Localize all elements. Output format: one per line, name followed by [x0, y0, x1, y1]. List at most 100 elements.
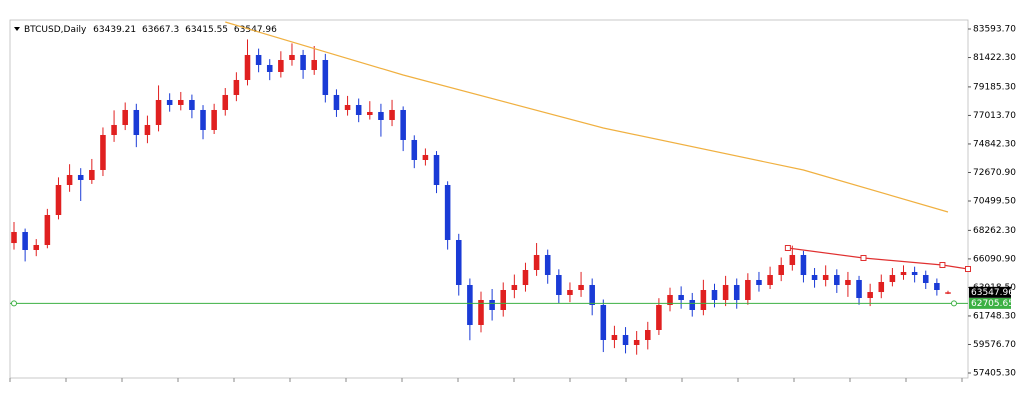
y-tick-label: 79185.30 — [973, 82, 1016, 92]
y-tick-label: 59576.70 — [973, 340, 1016, 350]
candle-body — [133, 109, 140, 135]
chart-title: BTCUSD,Daily — [24, 25, 87, 35]
candle-body — [700, 290, 707, 310]
plot-frame — [9, 19, 969, 379]
candle-body — [900, 272, 907, 275]
hline-price-label: 62705.65 — [971, 299, 1014, 309]
candle-body — [778, 265, 784, 275]
y-tick-label: 81422.30 — [973, 53, 1016, 63]
candle-body — [389, 109, 395, 120]
candle-body — [889, 274, 896, 283]
header: BTCUSD,Daily 63439.21 63667.3 63415.55 6… — [24, 25, 277, 35]
candle-body — [567, 290, 573, 295]
candle-body — [266, 64, 273, 72]
candle-body — [22, 231, 28, 250]
candle-body — [789, 254, 796, 266]
line-anchor — [11, 300, 18, 307]
hline-price-label-box — [969, 297, 1011, 309]
candle-body — [556, 274, 562, 295]
candle-body — [934, 282, 940, 291]
candle-body — [322, 59, 329, 95]
line-anchor — [950, 300, 957, 307]
candle-body — [222, 94, 229, 110]
candle-body — [500, 290, 507, 310]
y-tick-label: 61748.30 — [973, 311, 1016, 321]
last-price-label: 63547.96 — [971, 288, 1014, 298]
candle-body — [756, 279, 762, 285]
candle-body — [211, 109, 217, 130]
candle-body — [66, 174, 73, 185]
candle-body — [178, 99, 184, 105]
candle-body — [11, 231, 17, 244]
y-tick-label: 70499.50 — [973, 196, 1016, 206]
trend-anchor — [965, 266, 971, 273]
last-price-label-box — [969, 286, 1011, 298]
candle-body — [300, 54, 306, 70]
candle-body — [378, 111, 384, 120]
candle-body — [811, 274, 818, 280]
candle-body — [77, 174, 84, 180]
candle-body — [344, 104, 351, 110]
candle-body — [89, 169, 95, 180]
trend-anchor — [860, 255, 867, 262]
low-value: 63415.55 — [185, 25, 228, 35]
candle-body — [800, 254, 807, 275]
candle-body — [656, 305, 662, 330]
candle-body — [411, 139, 418, 160]
candle-body — [722, 284, 729, 300]
candle-body — [111, 124, 117, 135]
y-tick-label: 77013.70 — [973, 111, 1016, 121]
candle-body — [689, 299, 696, 310]
candle-body — [400, 109, 406, 140]
candle-body — [922, 274, 929, 283]
y-tick-label: 72670.90 — [973, 168, 1016, 178]
trend-line — [225, 21, 949, 213]
open-value: 63439.21 — [93, 25, 136, 35]
candle-body — [422, 154, 429, 160]
candle-body — [367, 111, 373, 115]
candle-body — [822, 274, 829, 280]
candle-body — [233, 79, 240, 95]
candle-body — [33, 244, 40, 250]
candle-body — [622, 335, 629, 345]
menu-arrow — [14, 27, 20, 31]
candle-body — [44, 214, 51, 245]
candle-body — [678, 294, 684, 300]
close-value: 63547.96 — [234, 25, 277, 35]
trend-anchor — [939, 262, 946, 269]
candle-body — [867, 292, 873, 298]
candle-body — [122, 109, 128, 125]
high-value: 63667.3 — [142, 25, 179, 35]
candle-body — [667, 294, 673, 306]
candle-body — [511, 284, 518, 291]
candle-body — [578, 284, 584, 291]
y-tick-label: 66090.90 — [973, 254, 1016, 264]
candle-body — [244, 54, 251, 80]
candle-body — [189, 99, 195, 110]
candle-body — [544, 254, 551, 275]
candle-body — [166, 99, 173, 105]
candle-body — [644, 329, 651, 340]
candle-body — [834, 274, 840, 285]
candle-body — [289, 54, 295, 60]
candle-body — [200, 109, 206, 130]
candle-body — [745, 279, 751, 300]
candle-body — [311, 59, 317, 70]
candle-body — [155, 99, 162, 125]
candle-body — [489, 299, 495, 310]
candle-body — [711, 290, 718, 300]
candle-body — [255, 54, 262, 65]
candle-body — [333, 94, 340, 110]
candle-body — [878, 282, 885, 293]
y-tick-label: 68262.30 — [973, 226, 1016, 236]
candle-body — [733, 284, 740, 300]
candle-body — [633, 339, 640, 345]
candle-body — [767, 274, 773, 285]
trend-line — [787, 247, 969, 270]
y-tick-label: 74842.30 — [973, 139, 1016, 149]
candle-body — [144, 124, 151, 135]
candle-body — [478, 299, 484, 325]
candle-body — [845, 279, 851, 285]
candle-body — [533, 254, 540, 270]
